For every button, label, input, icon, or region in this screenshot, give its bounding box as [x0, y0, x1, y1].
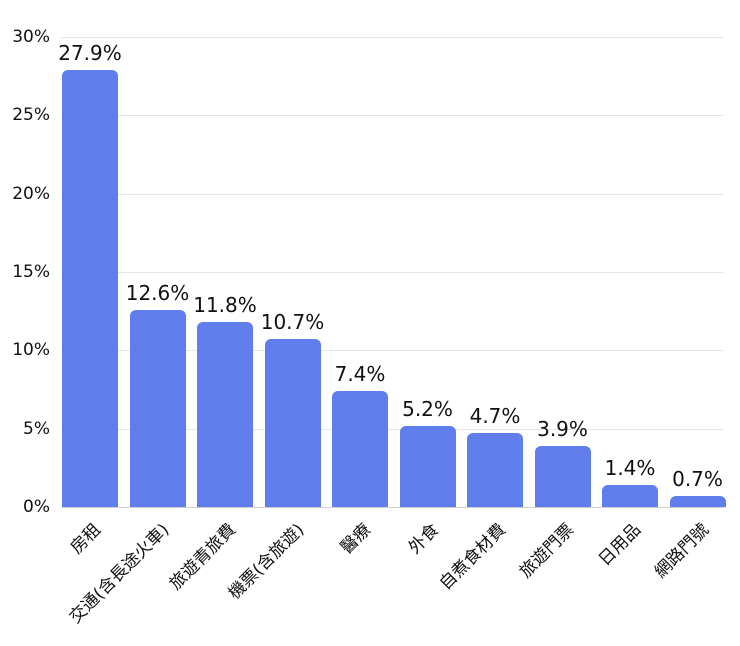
- y-tick-label: 15%: [12, 262, 50, 282]
- x-tick-label: 網路門號: [650, 519, 713, 583]
- y-tick-label: 20%: [12, 183, 50, 204]
- value-label: 11.8%: [193, 293, 257, 318]
- y-tick-label: 0%: [23, 497, 50, 517]
- x-tick-label: 外食: [404, 519, 443, 559]
- bar: [264, 339, 321, 507]
- gridline: [61, 350, 724, 352]
- x-axis-line: [61, 507, 724, 508]
- value-label: 27.9%: [58, 40, 122, 65]
- gridline: [61, 37, 724, 38]
- bar: [669, 496, 726, 507]
- bar: [62, 69, 118, 507]
- value-label: 10.7%: [260, 310, 325, 335]
- value-label: 5.2%: [402, 396, 453, 421]
- bar: [332, 391, 388, 507]
- bar: [399, 425, 456, 507]
- x-tick-label: 旅遊青旅費: [165, 519, 241, 595]
- value-label: 4.7%: [469, 404, 521, 429]
- bar: [602, 485, 658, 507]
- x-tick-label: 房租: [66, 519, 106, 559]
- gridline: [61, 193, 724, 195]
- y-tick-label: 25%: [12, 105, 50, 126]
- value-label: 12.6%: [125, 280, 190, 305]
- value-label: 7.4%: [334, 362, 386, 387]
- value-label: 1.4%: [604, 456, 656, 481]
- y-tick-label: 10%: [12, 340, 50, 361]
- bar: [129, 309, 186, 507]
- x-tick-label: 醫療: [336, 519, 376, 559]
- gridline: [61, 115, 724, 117]
- x-tick-label: 自煮食材費: [435, 519, 511, 595]
- gridline: [61, 272, 724, 273]
- bar: [197, 322, 253, 507]
- x-tick-label: 旅遊門票: [515, 519, 578, 583]
- bar: [534, 445, 591, 507]
- gridline: [61, 428, 724, 430]
- y-tick-label: 5%: [23, 418, 50, 439]
- value-label: 0.7%: [672, 467, 723, 492]
- bar: [467, 433, 523, 507]
- y-tick-label: 30%: [12, 27, 50, 47]
- value-label: 3.9%: [537, 416, 588, 441]
- x-tick-label: 日用品: [594, 519, 646, 571]
